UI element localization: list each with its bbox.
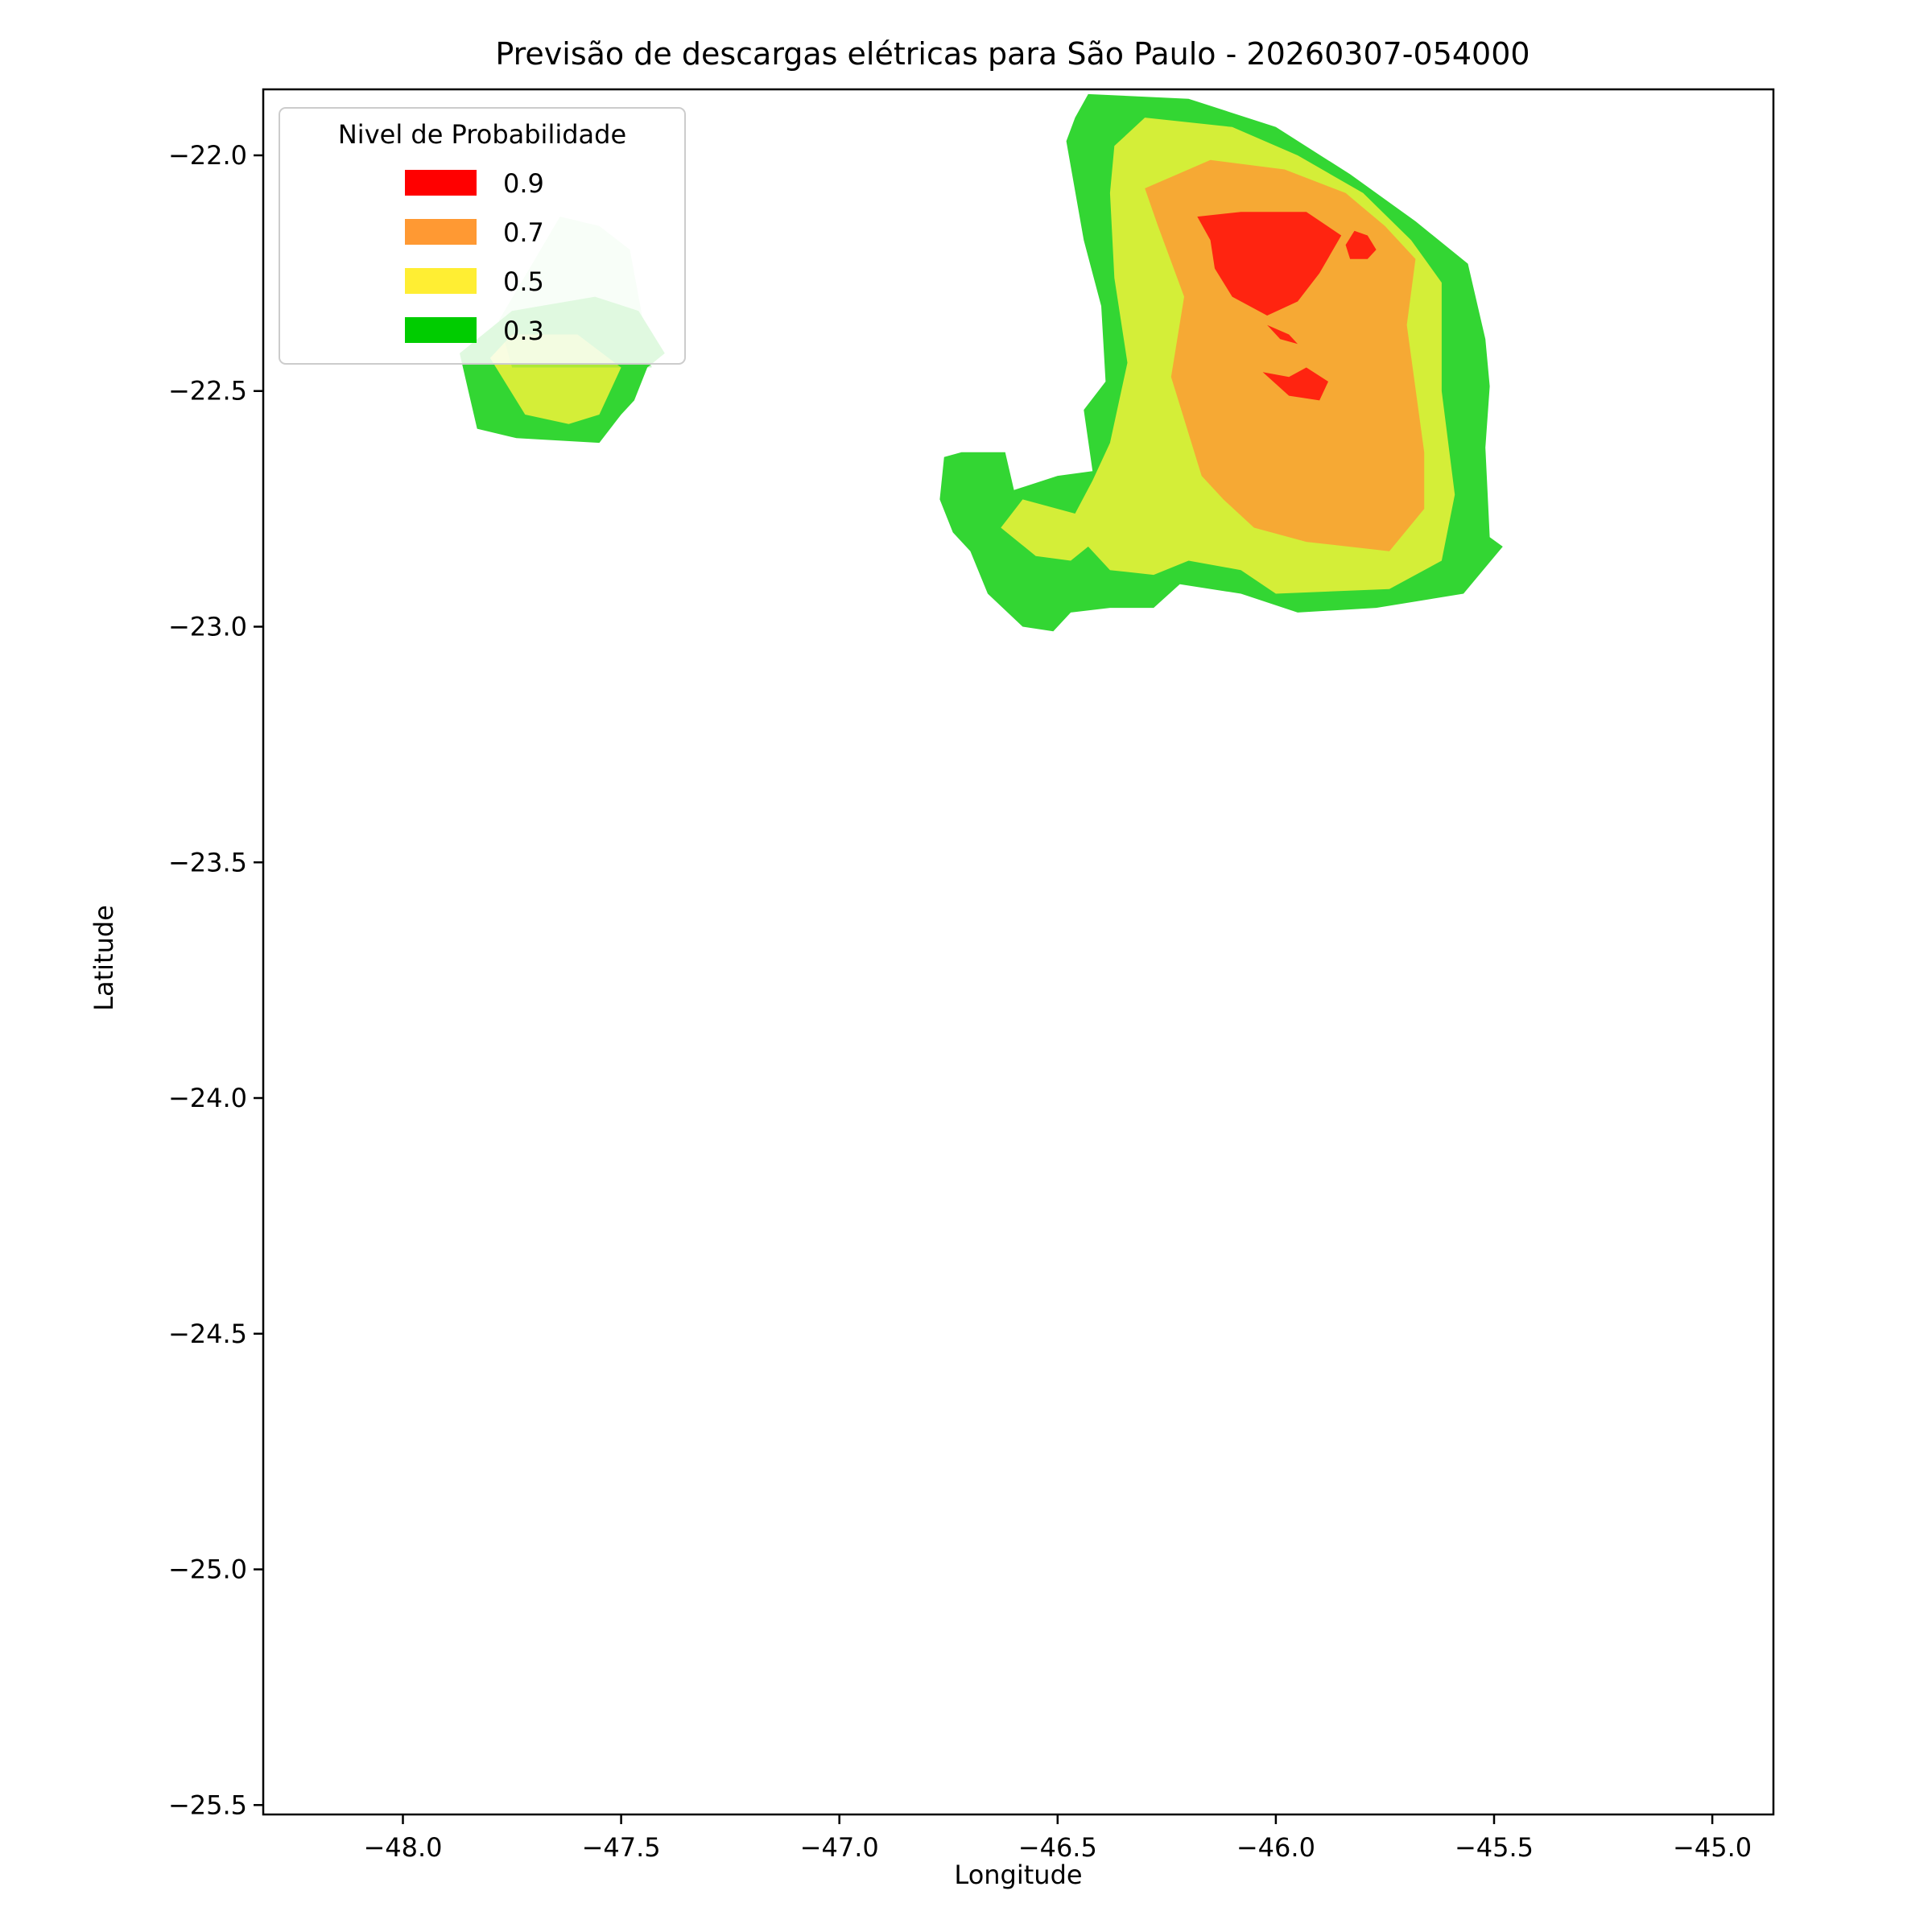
legend-title: Nivel de Probabilidade bbox=[338, 119, 626, 150]
plot-frame bbox=[262, 88, 1775, 1816]
legend-entries: 0.9 0.7 0.5 0.3 bbox=[405, 168, 544, 346]
chart-title: Previsão de descargas elétricas para São… bbox=[495, 36, 1530, 72]
y-tick-label: −25.5 bbox=[168, 1790, 247, 1820]
legend-label: 0.5 bbox=[503, 266, 544, 297]
x-tick-label: −47.5 bbox=[582, 1832, 661, 1863]
y-tick-label: −23.5 bbox=[168, 847, 247, 877]
x-tick-label: −45.5 bbox=[1455, 1832, 1534, 1863]
y-tick-label: −22.5 bbox=[168, 376, 247, 407]
y-axis-label: Latitude bbox=[89, 905, 119, 1011]
x-axis-ticks: −48.0 −47.5 −47.0 −46.5 −46.0 −45.5 −45.0 bbox=[363, 1814, 1752, 1863]
legend-label: 0.3 bbox=[503, 316, 544, 346]
x-tick-label: −46.0 bbox=[1236, 1832, 1315, 1863]
x-tick-label: −45.0 bbox=[1673, 1832, 1752, 1863]
legend-swatch bbox=[405, 219, 477, 245]
legend-swatch bbox=[405, 317, 477, 343]
legend-box bbox=[279, 107, 686, 365]
x-tick-label: −47.0 bbox=[800, 1832, 879, 1863]
y-tick-label: −25.0 bbox=[168, 1554, 247, 1585]
x-tick-label: −46.5 bbox=[1018, 1832, 1097, 1863]
y-tick-label: −23.0 bbox=[168, 611, 247, 642]
y-tick-label: −24.5 bbox=[168, 1319, 247, 1349]
legend: Nivel de Probabilidade 0.9 0.7 0.5 0.3 bbox=[279, 107, 686, 365]
x-axis-label: Longitude bbox=[954, 1860, 1082, 1890]
east-cell-0.9-peak bbox=[1345, 230, 1377, 259]
x-tick-label: −48.0 bbox=[363, 1832, 442, 1863]
east-cell-0.9-small-a bbox=[1267, 324, 1298, 345]
legend-label: 0.9 bbox=[503, 168, 544, 199]
legend-swatch bbox=[405, 268, 477, 294]
east-cell-0.9-small-b bbox=[1262, 367, 1328, 401]
legend-swatch bbox=[405, 170, 477, 196]
east-cell-0.9-main bbox=[1197, 212, 1342, 316]
legend-label: 0.7 bbox=[503, 217, 544, 248]
y-axis-ticks: −22.0 −22.5 −23.0 −23.5 −24.0 −24.5 −25.0 −25.5 bbox=[168, 140, 263, 1820]
y-tick-label: −24.0 bbox=[168, 1083, 247, 1113]
y-tick-label: −22.0 bbox=[168, 140, 247, 171]
